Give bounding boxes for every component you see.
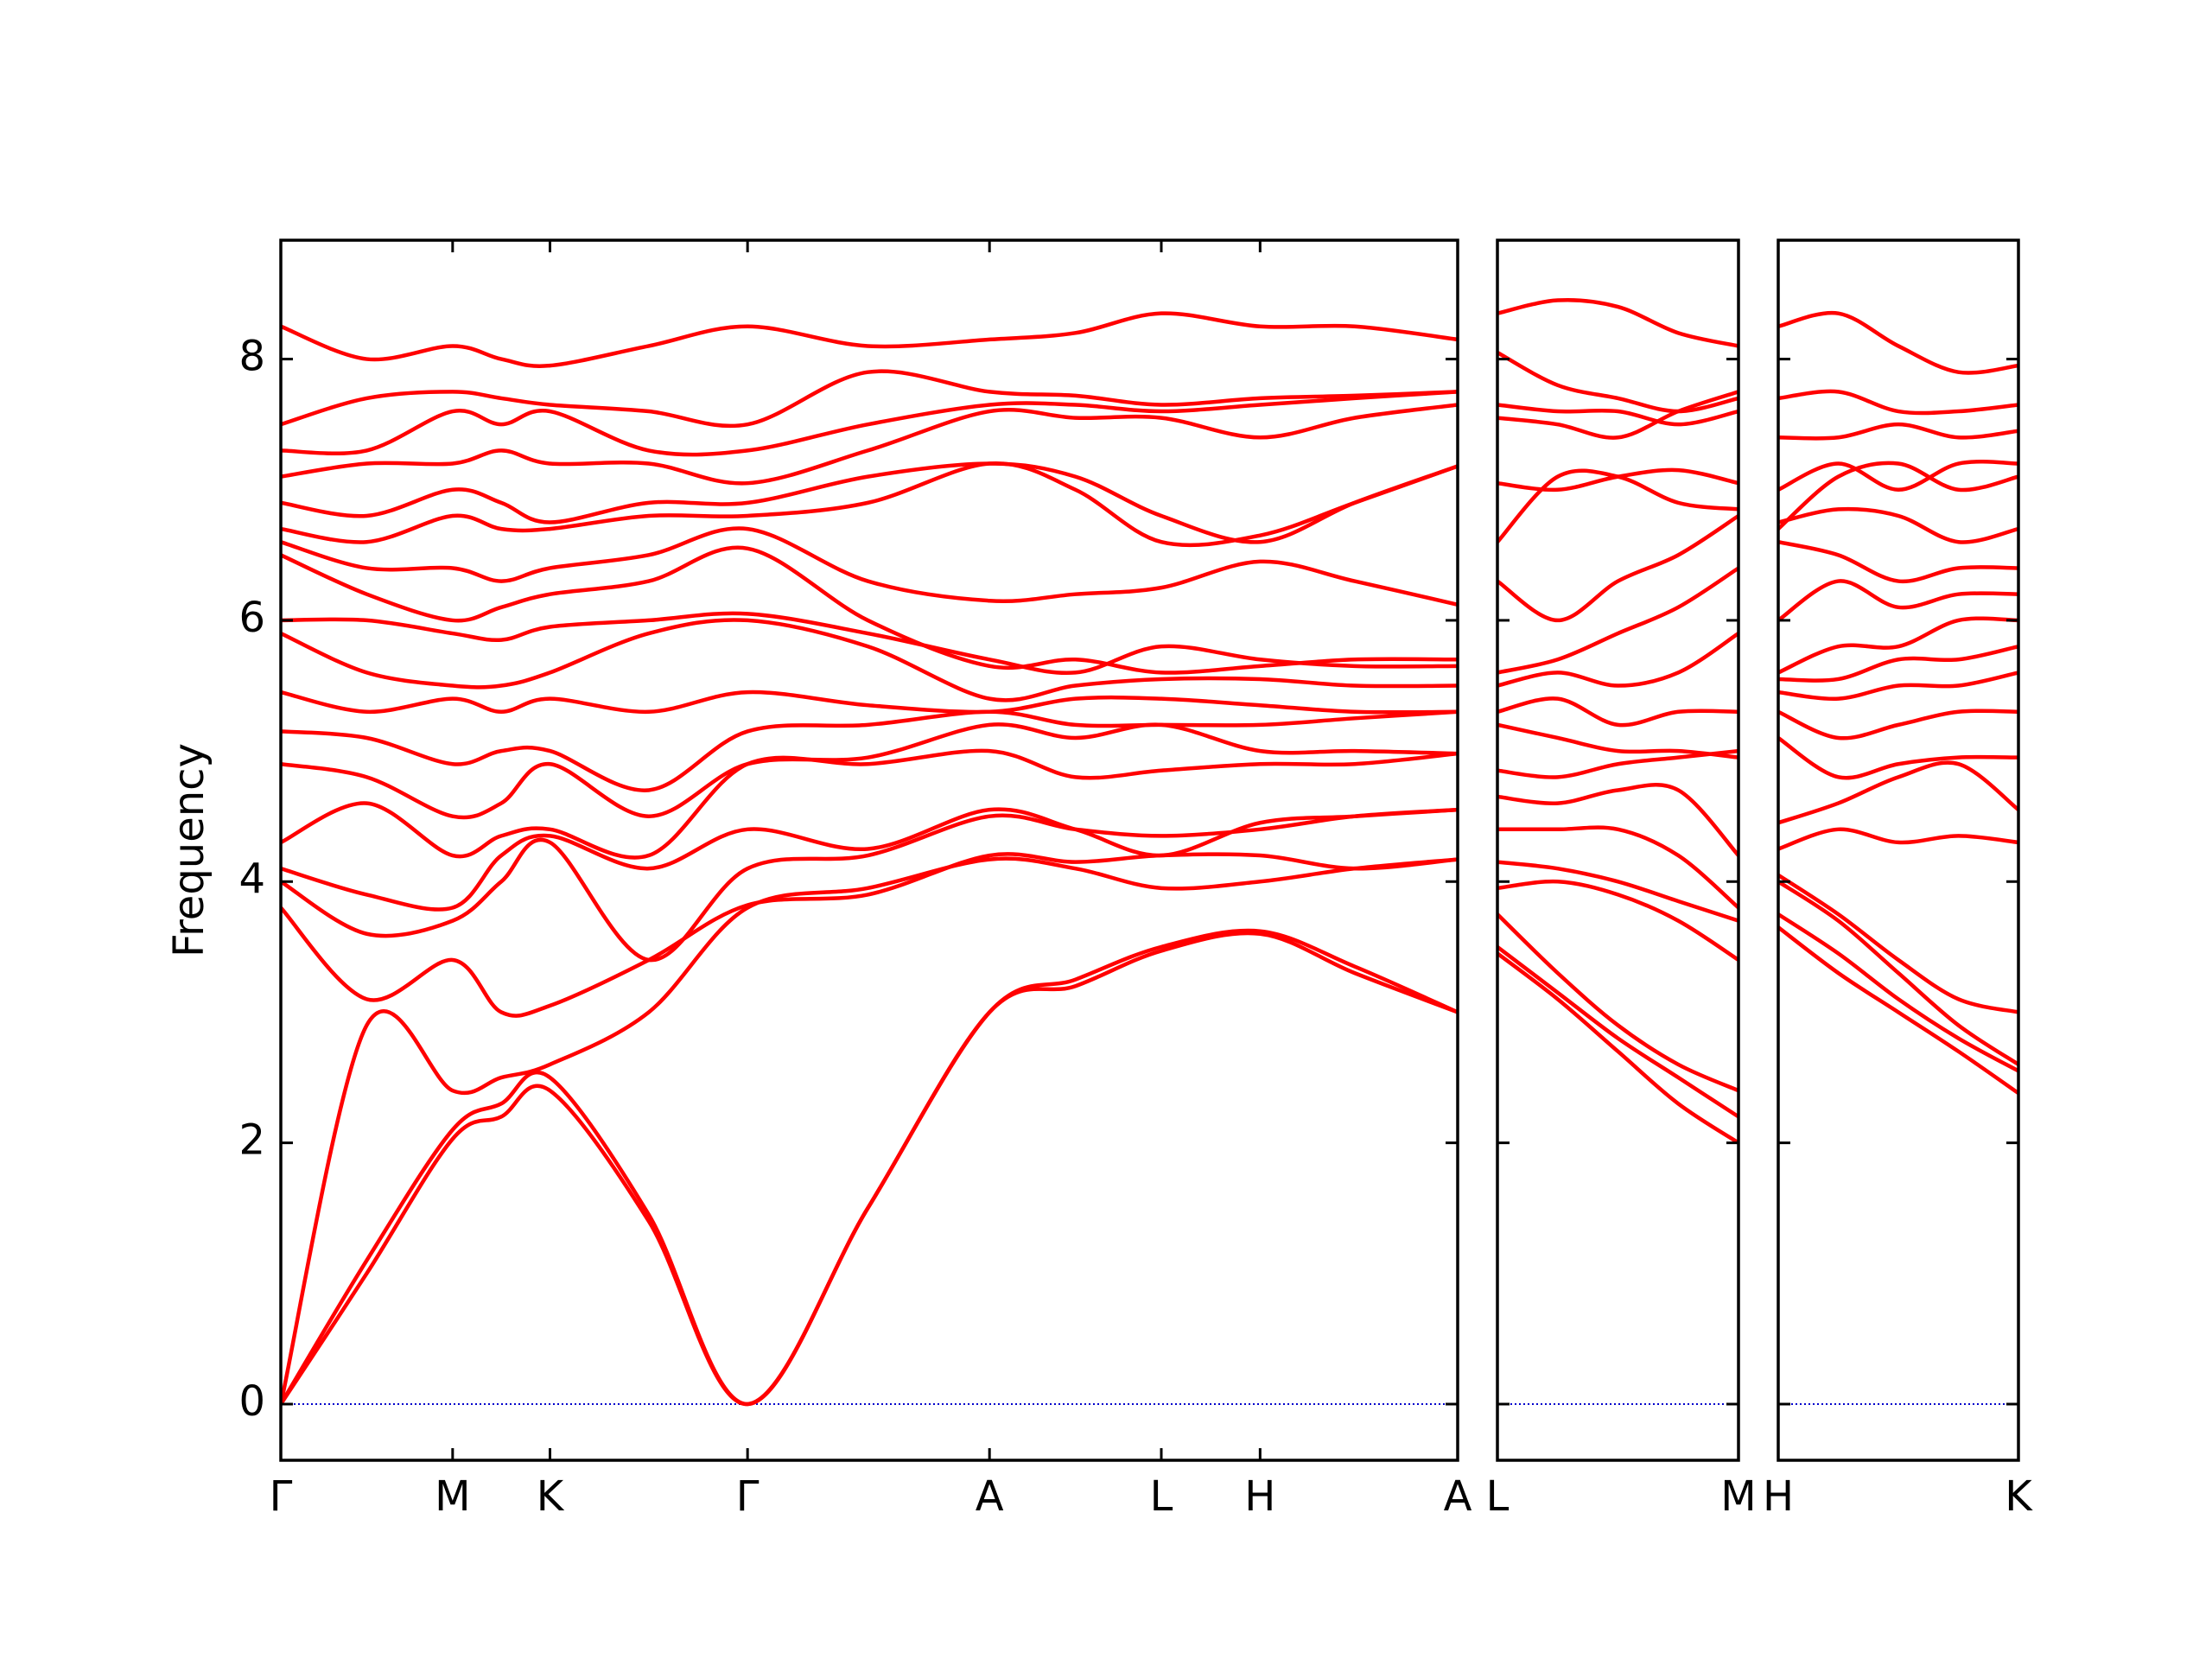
- band-line: [281, 807, 1458, 912]
- band-line: [1778, 709, 2018, 741]
- band-line: [1778, 389, 2018, 416]
- band-line: [281, 545, 1458, 675]
- band-line: [1497, 390, 1738, 440]
- band-line: [1778, 460, 2018, 492]
- band-line: [281, 526, 1458, 607]
- band-line: [281, 856, 1458, 1405]
- band-line: [281, 311, 1458, 368]
- band-line: [281, 390, 1458, 457]
- band-line: [1778, 736, 2018, 780]
- y-tick-label: 2: [238, 1116, 265, 1165]
- band-line: [1497, 722, 1738, 760]
- y-tick-label: 8: [238, 333, 265, 381]
- band-line: [1497, 298, 1738, 348]
- band-line: [1497, 468, 1738, 543]
- band-line: [1497, 783, 1738, 857]
- band-line: [281, 748, 1458, 860]
- band-line: [1497, 566, 1738, 675]
- y-axis-label: Frequency: [165, 743, 213, 957]
- band-line: [1778, 873, 2018, 1014]
- band-line: [1497, 403, 1738, 427]
- band-line: [1497, 748, 1738, 779]
- plot-frame: [1496, 238, 1740, 1462]
- x-tick-label: Γ: [736, 1472, 760, 1521]
- bands: [1497, 298, 1738, 1145]
- band-line: [1778, 506, 2018, 544]
- x-tick-label: L: [1150, 1472, 1173, 1521]
- band-line: [281, 931, 1458, 1407]
- band-line: [281, 618, 1458, 702]
- band-line: [1778, 579, 2018, 622]
- band-line: [281, 928, 1458, 1407]
- x-tick-label: K: [2005, 1472, 2033, 1521]
- band-line: [1497, 951, 1738, 1145]
- band-line: [1497, 632, 1738, 688]
- band-line: [1778, 912, 2018, 1073]
- band-line: [1497, 912, 1738, 1093]
- band-line: [1778, 616, 2018, 675]
- x-tick-label: H: [1244, 1472, 1275, 1521]
- band-line: [1497, 696, 1738, 728]
- band-line: [1778, 540, 2018, 584]
- band-line: [1778, 760, 2018, 825]
- band-line: [281, 403, 1458, 486]
- band-line: [1497, 945, 1738, 1119]
- y-tick-label: 0: [238, 1377, 265, 1426]
- band-line: [281, 461, 1458, 544]
- band-line: [281, 690, 1458, 715]
- x-tick-label: L: [1486, 1472, 1510, 1521]
- band-line: [1778, 880, 2018, 1066]
- band-line: [1497, 514, 1738, 623]
- bands: [281, 311, 1458, 1407]
- plot-frame: [1777, 238, 2020, 1462]
- y-tick-label: 6: [238, 594, 265, 642]
- x-tick-label: H: [1763, 1472, 1794, 1521]
- x-tick-label: K: [537, 1472, 565, 1521]
- band-line: [1778, 422, 2018, 441]
- band-line: [1778, 925, 2018, 1096]
- band-line: [281, 722, 1458, 820]
- band-line: [1497, 825, 1738, 910]
- band-line: [1778, 644, 2018, 683]
- bands: [1778, 310, 2018, 1096]
- band-line: [1497, 351, 1738, 414]
- x-tick-label: A: [976, 1472, 1004, 1521]
- band-line: [1497, 467, 1738, 493]
- band-line: [1778, 671, 2018, 701]
- band-line: [1778, 461, 2018, 531]
- band-line: [281, 709, 1458, 792]
- band-line: [1497, 879, 1738, 962]
- x-tick-label: M: [1720, 1472, 1756, 1521]
- band-line: [281, 611, 1458, 676]
- y-tick-label: 4: [238, 855, 265, 903]
- band-line: [281, 461, 1458, 548]
- band-line: [1497, 860, 1738, 923]
- x-tick-label: M: [435, 1472, 470, 1521]
- band-line: [1778, 827, 2018, 851]
- x-tick-label: A: [1444, 1472, 1472, 1521]
- band-line: [1778, 310, 2018, 375]
- band-line: [281, 852, 1458, 1018]
- x-tick-label: Γ: [270, 1472, 293, 1521]
- plot-frame: [279, 238, 1459, 1462]
- band-line: [281, 369, 1458, 429]
